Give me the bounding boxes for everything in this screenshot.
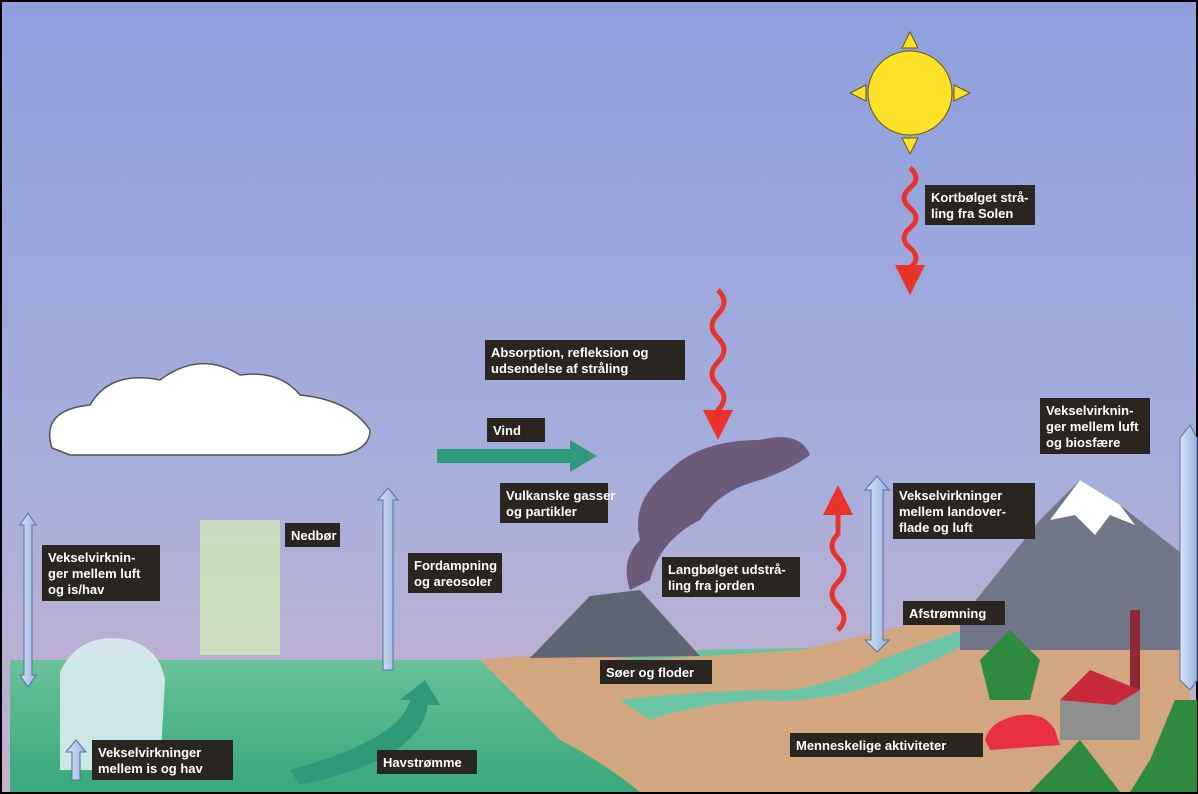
label: Søer og floder — [600, 660, 712, 684]
label-text: Vekselvirkninger — [98, 745, 201, 760]
label-text: og biosfære — [1046, 435, 1120, 450]
label: Havstrømme — [377, 750, 477, 774]
label-text: Afstrømning — [909, 606, 986, 621]
label-text: Vind — [493, 423, 521, 438]
label-box — [500, 483, 608, 523]
label-box — [485, 340, 685, 380]
label-box — [893, 483, 1035, 539]
label-text: Menneskelige aktiviteter — [796, 738, 946, 753]
label-text: mellem is og hav — [98, 761, 204, 776]
label: Nedbør — [285, 523, 340, 547]
label-box — [662, 557, 800, 597]
label-box — [790, 733, 983, 757]
label-box — [1040, 398, 1150, 454]
label: Vind — [487, 418, 545, 442]
label-text: Nedbør — [291, 528, 337, 543]
label-box — [408, 553, 502, 593]
label-text: Vekselvirkninger — [899, 488, 1002, 503]
label-text: Fordampning — [414, 558, 497, 573]
labels: Kortbølget strå-ling fra Solen Absorption… — [42, 185, 1150, 780]
label-box — [925, 185, 1035, 225]
label-text: Vekselvirknin- — [48, 550, 135, 565]
label-text: ger mellem luft — [1046, 419, 1139, 434]
label-box — [377, 750, 477, 774]
label-text: Havstrømme — [383, 755, 462, 770]
label-text: Langbølget udstrå- — [668, 562, 786, 577]
label-text: og areosoler — [414, 574, 492, 589]
label-box — [92, 740, 233, 780]
label-box — [903, 601, 1005, 625]
label: Kortbølget strå-ling fra Solen — [925, 185, 1035, 225]
label-text: og partikler — [506, 504, 577, 519]
label: Afstrømning — [903, 601, 1005, 625]
label-text: ling fra Solen — [931, 206, 1013, 221]
label: Menneskelige aktiviteter — [790, 733, 983, 757]
label-text: Kortbølget strå- — [931, 190, 1029, 205]
label-text: flade og luft — [899, 520, 973, 535]
label-box — [487, 418, 545, 442]
label-text: Vekselvirknin- — [1046, 403, 1133, 418]
label-text: og is/hav — [48, 582, 105, 597]
label-box — [42, 545, 160, 601]
label-text: ling fra jorden — [668, 578, 755, 593]
label-text: ger mellem luft — [48, 566, 141, 581]
label-text: mellem landover- — [899, 504, 1006, 519]
label-text: Absorption, refleksion og — [491, 345, 649, 360]
label-text: udsendelse af stråling — [491, 361, 628, 376]
label-text: Søer og floder — [606, 665, 694, 680]
label: Langbølget udstrå-ling fra jorden — [662, 557, 800, 597]
label-box — [285, 523, 340, 547]
label-text: Vulkanske gasser — [506, 488, 615, 503]
label-box — [600, 660, 712, 684]
